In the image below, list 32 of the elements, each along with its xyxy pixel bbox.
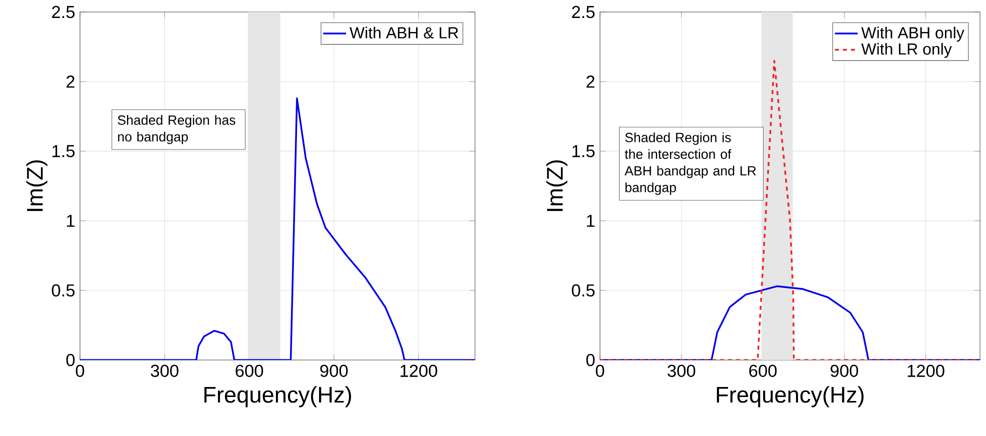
x-tick-label: 300 xyxy=(150,364,178,377)
x-tick-label: 0 xyxy=(76,364,84,377)
x-tick-label: 1200 xyxy=(908,364,944,377)
y-tick-label: 0.5 xyxy=(52,284,75,297)
y-tick-label: 2.5 xyxy=(52,6,75,18)
x-tick-label: 900 xyxy=(320,364,348,377)
annotation: Shaded Region has no bandgap xyxy=(118,115,236,144)
y-axis-title: Im(Z) xyxy=(546,160,568,211)
y-tick-label: 1 xyxy=(66,214,74,227)
legend-label: With LR only xyxy=(861,42,952,58)
x-tick-label: 600 xyxy=(749,364,777,377)
y-tick-label: 1.5 xyxy=(52,145,75,158)
x-axis-title: Frequency(Hz) xyxy=(716,386,864,408)
line-series xyxy=(80,97,475,360)
x-tick-label: 0 xyxy=(596,364,604,377)
x-tick-label: 300 xyxy=(668,364,696,377)
y-tick-label: 0 xyxy=(66,354,75,366)
legend-label: With ABH only xyxy=(861,26,964,42)
y-tick-label: 0.5 xyxy=(572,284,595,297)
legend-label: With ABH & LR xyxy=(350,26,458,38)
x-tick-label: 1200 xyxy=(400,364,438,377)
annotation: Shaded Region is the intersection of ABH bandgap and LR bandgap xyxy=(624,132,756,195)
y-tick-label: 2 xyxy=(66,76,74,88)
x-tick-label: 600 xyxy=(236,364,264,377)
y-tick-label: 0 xyxy=(586,354,595,366)
x-axis-title: Frequency(Hz) xyxy=(204,386,352,408)
y-axis-title: Im(Z) xyxy=(26,160,48,211)
y-tick-label: 2.5 xyxy=(572,6,595,18)
y-tick-label: 1.5 xyxy=(572,145,595,158)
y-tick-label: 2 xyxy=(586,76,594,88)
x-tick-label: 900 xyxy=(830,364,858,377)
y-tick-label: 1 xyxy=(586,214,594,227)
